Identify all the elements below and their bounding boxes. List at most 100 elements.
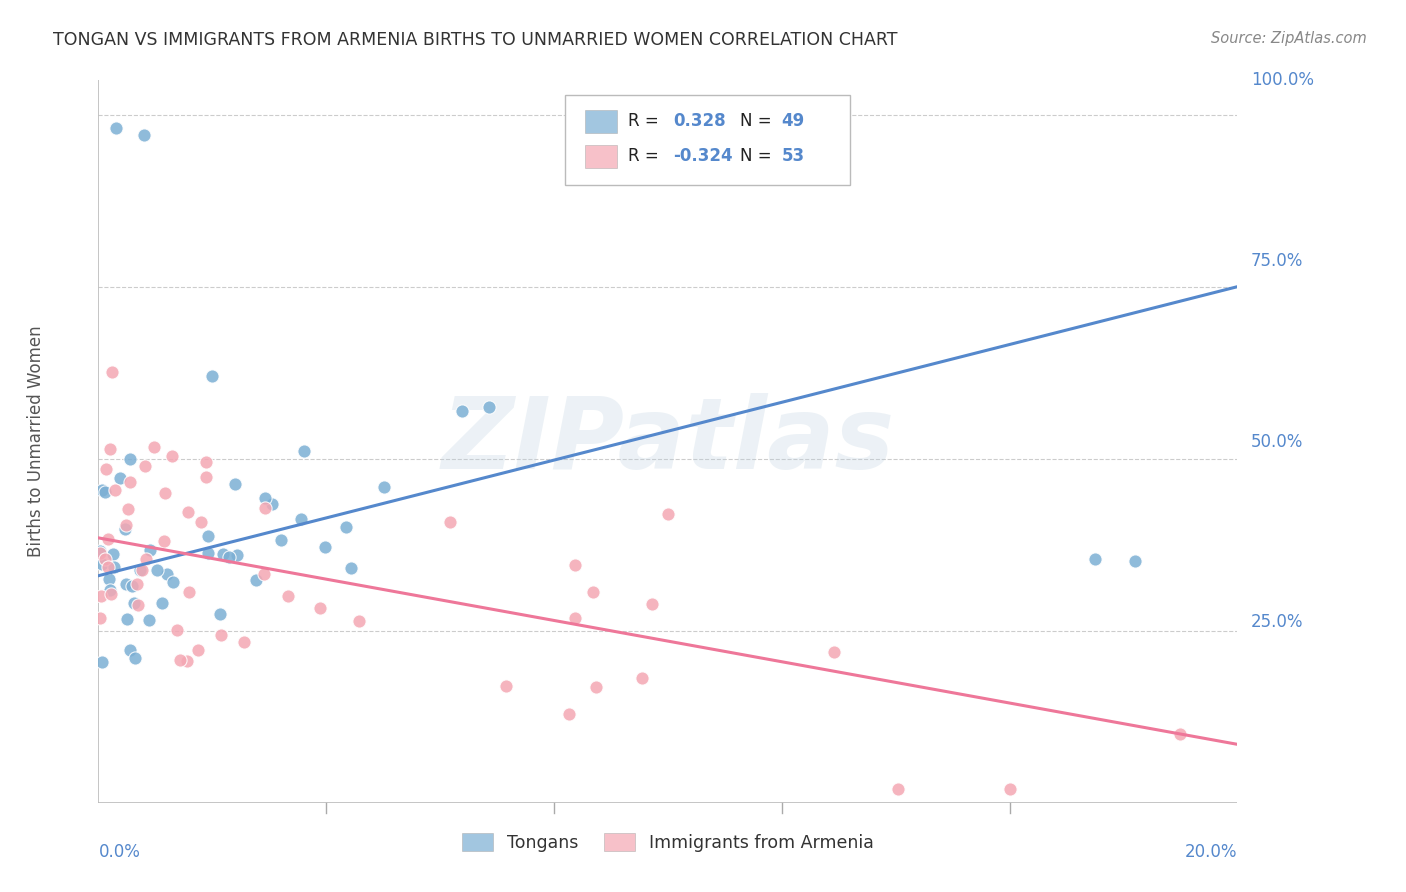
Point — [90, 655, 112, 669]
Text: 25.0%: 25.0% — [1251, 613, 1303, 632]
Point — [117, 501, 139, 516]
Point — [162, 575, 184, 590]
Point — [134, 458, 156, 473]
Point — [1084, 551, 1107, 566]
Point — [129, 563, 152, 577]
Point — [478, 401, 501, 415]
Point — [89, 546, 111, 560]
Legend: Tongans, Immigrants from Armenia: Tongans, Immigrants from Armenia — [454, 827, 882, 859]
Point — [120, 643, 142, 657]
Point — [152, 534, 174, 549]
Point — [98, 442, 121, 456]
Point — [187, 642, 209, 657]
Point — [104, 121, 127, 136]
Point — [115, 517, 138, 532]
Point — [124, 651, 146, 665]
Text: 49: 49 — [782, 112, 806, 130]
Point — [101, 365, 124, 379]
Point — [1170, 727, 1192, 741]
Text: 53: 53 — [782, 147, 804, 165]
Point — [150, 595, 173, 609]
Point — [97, 559, 120, 574]
Point — [115, 612, 138, 626]
Point — [101, 547, 124, 561]
Point — [177, 505, 200, 519]
Point — [373, 480, 395, 494]
Point — [277, 589, 299, 603]
Point — [160, 450, 183, 464]
Text: R =: R = — [628, 147, 664, 165]
Point — [233, 635, 256, 649]
Point — [209, 628, 232, 642]
Text: 20.0%: 20.0% — [1185, 843, 1237, 861]
Point — [132, 128, 155, 143]
Bar — [585, 110, 617, 133]
Point — [142, 440, 165, 454]
Point — [347, 615, 370, 629]
Point — [558, 706, 581, 721]
Point — [121, 579, 143, 593]
Point — [146, 562, 169, 576]
Point — [89, 544, 111, 558]
Point — [114, 576, 136, 591]
Text: 100.0%: 100.0% — [1251, 71, 1315, 89]
Point — [91, 483, 114, 497]
Text: -0.324: -0.324 — [673, 147, 733, 165]
Point — [194, 470, 217, 484]
Point — [309, 601, 332, 615]
Point — [97, 533, 120, 547]
Point — [177, 585, 200, 599]
Point — [197, 529, 219, 543]
Text: N =: N = — [740, 112, 776, 130]
Point — [886, 782, 908, 797]
Point — [270, 533, 292, 547]
Bar — [585, 145, 617, 168]
Point — [194, 454, 217, 468]
FancyBboxPatch shape — [565, 95, 851, 185]
Point — [98, 583, 121, 598]
Point — [641, 597, 664, 611]
Text: R =: R = — [628, 112, 669, 130]
Point — [190, 515, 212, 529]
Point — [252, 566, 274, 581]
Point — [122, 596, 145, 610]
Point — [340, 561, 363, 575]
Point — [90, 557, 112, 571]
Point — [120, 475, 142, 490]
Point — [657, 507, 679, 521]
Text: Births to Unmarried Women: Births to Unmarried Women — [27, 326, 45, 558]
Point — [1123, 553, 1146, 567]
Point — [166, 624, 188, 638]
Point — [100, 587, 122, 601]
Point — [201, 369, 224, 384]
Point — [998, 782, 1021, 797]
Point — [94, 485, 117, 500]
Point — [209, 607, 232, 621]
Point — [153, 485, 176, 500]
Point — [335, 519, 357, 533]
Point — [439, 515, 461, 529]
Point — [292, 444, 315, 458]
Text: 0.0%: 0.0% — [98, 843, 141, 861]
Point — [176, 654, 198, 668]
Point — [495, 679, 517, 693]
Point — [127, 577, 149, 591]
Point — [94, 552, 117, 566]
Point — [218, 550, 240, 565]
Point — [224, 476, 246, 491]
Point — [211, 547, 233, 561]
Point — [114, 522, 136, 536]
Point — [290, 512, 312, 526]
Point — [139, 542, 162, 557]
Point — [450, 404, 472, 418]
Point — [254, 491, 277, 505]
Point — [245, 573, 267, 587]
Point — [564, 558, 586, 573]
Point — [314, 540, 336, 554]
Point — [110, 471, 132, 485]
Text: TONGAN VS IMMIGRANTS FROM ARMENIA BIRTHS TO UNMARRIED WOMEN CORRELATION CHART: TONGAN VS IMMIGRANTS FROM ARMENIA BIRTHS… — [53, 31, 898, 49]
Point — [138, 614, 160, 628]
Point — [127, 598, 149, 612]
Point — [90, 590, 112, 604]
Point — [254, 500, 277, 515]
